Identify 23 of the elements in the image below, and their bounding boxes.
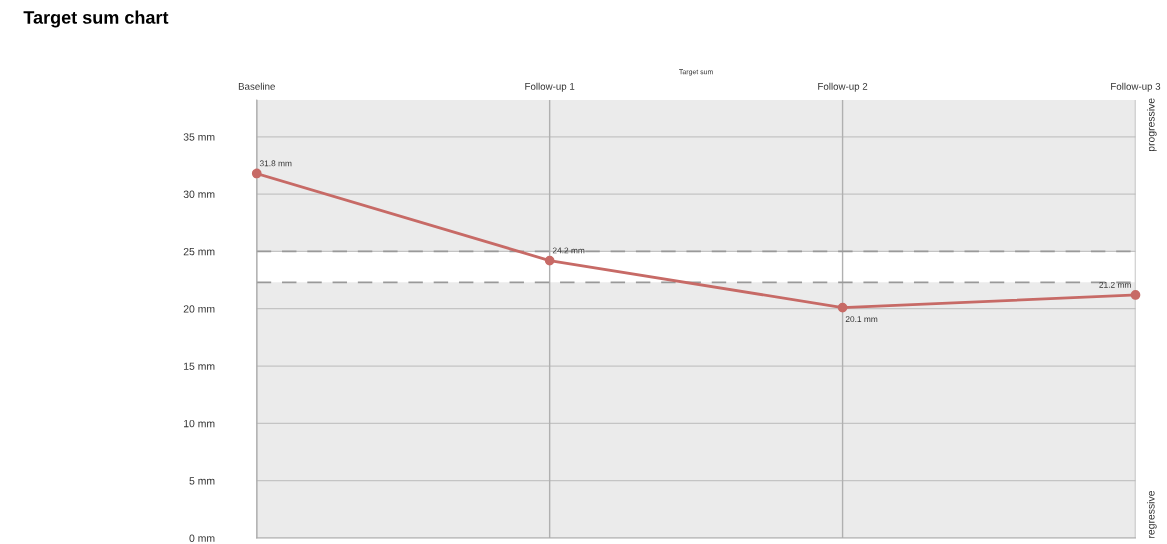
point [251, 168, 262, 179]
y-tick-label: 0 mm [189, 534, 215, 542]
point [544, 255, 555, 266]
data-label: 21.2 mm [1099, 281, 1131, 288]
point [1130, 290, 1141, 300]
y-tick-label: 35 mm [183, 133, 215, 141]
x-tick-label: Follow-up 2 [818, 82, 868, 92]
y-tick-label: 10 mm [184, 419, 215, 428]
y-tick-label: 5 mm [189, 477, 215, 485]
y-tick-label: 30 mm [183, 190, 215, 198]
data-label: 24.2 mm [552, 247, 585, 254]
x-tick-label: Follow-up 1 [525, 82, 575, 92]
point [837, 302, 848, 313]
x-tick-label: Follow-up 3 [1111, 82, 1161, 92]
x-tick-label: Baseline [238, 82, 275, 90]
y-tick-label: 15 mm [184, 362, 215, 370]
data-label: 20.1 mm [845, 316, 878, 323]
data-label: 31.8 mm [259, 160, 292, 167]
text: Target sum chart [23, 10, 169, 28]
text: progressive [1146, 98, 1157, 152]
text: regressive [1146, 490, 1157, 538]
y-tick-label: 25 mm [183, 247, 215, 256]
y-tick-label: 20 mm [183, 305, 215, 313]
